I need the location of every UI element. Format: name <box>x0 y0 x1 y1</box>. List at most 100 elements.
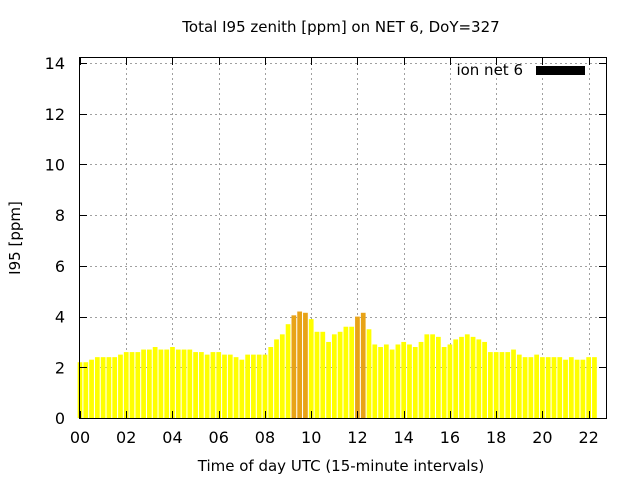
x-tick-label: 12 <box>347 428 367 447</box>
bar <box>331 334 337 418</box>
bar <box>268 347 274 418</box>
x-tick-label: 08 <box>255 428 275 447</box>
bar <box>170 347 175 418</box>
bar <box>499 352 505 418</box>
bar <box>430 334 435 418</box>
axis-ticks <box>80 58 606 419</box>
bar <box>418 341 424 418</box>
bar <box>123 352 129 418</box>
bar <box>320 331 326 418</box>
bars <box>77 311 597 418</box>
x-tick-label: 04 <box>162 428 182 447</box>
bar <box>135 352 141 418</box>
y-tick-label: 12 <box>45 105 65 124</box>
bar <box>378 347 383 418</box>
bar <box>476 339 482 418</box>
bar <box>360 312 366 418</box>
y-tick-label: 14 <box>45 54 65 73</box>
bar <box>343 326 349 418</box>
bar <box>540 357 545 418</box>
bar <box>453 339 459 418</box>
bar <box>436 336 441 418</box>
bar <box>181 349 187 418</box>
bar <box>355 316 360 418</box>
bar <box>464 334 470 418</box>
bar <box>401 341 407 418</box>
x-tick-label: 06 <box>209 428 229 447</box>
bar <box>100 357 106 418</box>
bar <box>233 357 239 418</box>
plot-frame <box>79 57 607 419</box>
bar <box>291 315 297 418</box>
chart-title: Total I95 zenith [ppm] on NET 6, DoY=327 <box>181 18 499 36</box>
bar <box>511 349 516 418</box>
legend-swatch <box>536 66 585 75</box>
legend-label: ion net 6 <box>456 61 523 79</box>
bar <box>586 357 592 418</box>
bar <box>89 359 94 418</box>
bar <box>199 352 204 418</box>
bar <box>459 336 464 418</box>
y-axis-title: I95 [ppm] <box>6 201 24 275</box>
bar <box>129 352 135 418</box>
bar <box>447 344 453 418</box>
bar <box>245 354 250 418</box>
bar <box>568 357 574 418</box>
bar <box>326 341 331 418</box>
bar <box>372 344 378 418</box>
bar <box>314 331 320 418</box>
bar <box>83 362 89 418</box>
bar <box>262 354 268 418</box>
bar <box>227 354 233 418</box>
bar <box>222 354 227 418</box>
bar <box>528 357 534 418</box>
bar <box>251 354 256 418</box>
bar <box>158 349 164 418</box>
bar <box>407 344 412 418</box>
bar <box>545 357 551 418</box>
bar <box>412 347 418 418</box>
bar <box>112 357 118 418</box>
bar <box>580 359 586 418</box>
x-tick-labels: 00 02 04 06 08 10 12 14 16 18 20 22 <box>70 428 599 447</box>
bar <box>94 357 100 418</box>
bar <box>279 334 285 418</box>
bar <box>141 349 146 418</box>
bar <box>303 312 308 418</box>
y-tick-label: 0 <box>55 409 65 428</box>
bar <box>563 359 568 418</box>
bar <box>534 354 540 418</box>
bar <box>193 352 198 418</box>
bar <box>441 347 447 418</box>
bar <box>106 357 112 418</box>
bar <box>516 354 522 418</box>
bar <box>204 354 210 418</box>
bar <box>175 349 181 418</box>
x-tick-label: 00 <box>70 428 90 447</box>
y-tick-label: 4 <box>55 308 65 327</box>
bar <box>493 352 499 418</box>
bar <box>424 334 430 418</box>
bar <box>349 326 355 418</box>
bar <box>551 357 557 418</box>
y-tick-label: 2 <box>55 358 65 377</box>
x-tick-label: 02 <box>116 428 136 447</box>
bar <box>297 311 303 418</box>
bar <box>152 347 158 418</box>
bar <box>210 352 216 418</box>
x-axis-title: Time of day UTC (15-minute intervals) <box>197 457 484 475</box>
bar <box>187 349 193 418</box>
y-tick-label: 10 <box>45 155 65 174</box>
legend: ion net 6 <box>456 61 585 79</box>
bar <box>256 354 262 418</box>
bar <box>118 354 123 418</box>
bar <box>488 352 493 418</box>
bar <box>389 349 395 418</box>
bar <box>482 341 487 418</box>
bar <box>164 349 170 418</box>
bar <box>522 357 528 418</box>
x-tick-label: 18 <box>486 428 506 447</box>
bar <box>239 359 245 418</box>
x-tick-label: 16 <box>440 428 460 447</box>
